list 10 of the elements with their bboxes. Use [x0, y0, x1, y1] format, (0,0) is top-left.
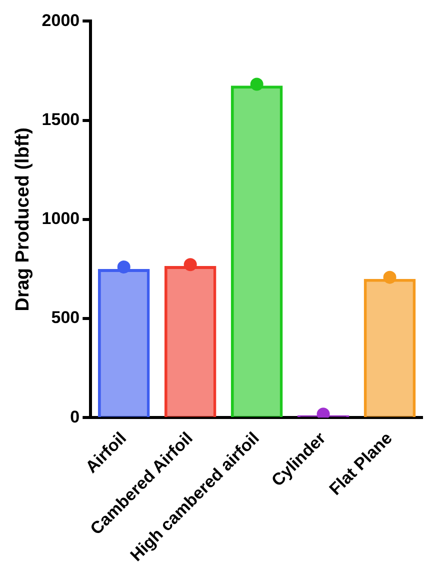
point	[117, 260, 130, 274]
y-tick-label: 1000	[42, 209, 80, 228]
y-tick-label: 0	[70, 407, 80, 426]
y-axis-title: Drag Produced (lbft)	[12, 128, 34, 312]
point	[250, 78, 264, 91]
point	[184, 258, 197, 272]
y-tick-label: 500	[51, 308, 80, 328]
y-tick-label: 1500	[42, 110, 80, 130]
point	[383, 270, 396, 284]
y-tick-label: 2000	[42, 10, 80, 30]
